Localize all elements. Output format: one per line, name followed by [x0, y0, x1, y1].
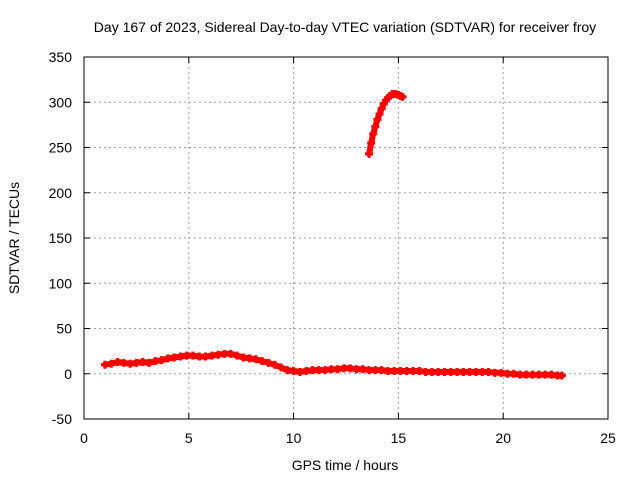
- data-point: [557, 371, 566, 380]
- x-axis-label: GPS time / hours: [292, 457, 399, 473]
- ticks: 0 5 10 15 20 25 -50 0 50 100 150 200 250 300 350: [49, 49, 616, 446]
- series-1: [365, 90, 407, 158]
- data-point: [270, 360, 279, 369]
- y-tick-label: 250: [49, 140, 73, 156]
- x-tick-label: 25: [600, 430, 616, 446]
- y-tick-label: 350: [49, 49, 73, 65]
- data-point: [277, 363, 286, 372]
- y-tick-label: 200: [49, 185, 73, 201]
- data-point: [375, 110, 384, 119]
- y-tick-label: 50: [56, 321, 72, 337]
- data-point: [144, 358, 153, 367]
- x-tick-label: 5: [185, 430, 193, 446]
- data-point: [157, 356, 166, 365]
- data-point: [369, 129, 378, 138]
- grid: [84, 57, 608, 419]
- y-tick-label: 100: [49, 275, 73, 291]
- series-0: [100, 349, 566, 380]
- data-point: [264, 358, 273, 367]
- x-tick-label: 20: [495, 430, 511, 446]
- data-point: [251, 355, 260, 364]
- y-tick-label: 300: [49, 94, 73, 110]
- y-tick-label: -50: [52, 411, 72, 427]
- data-point: [107, 359, 116, 368]
- data-point: [371, 122, 380, 131]
- data-point: [233, 351, 242, 360]
- y-tick-label: 150: [49, 230, 73, 246]
- x-tick-label: 15: [391, 430, 407, 446]
- x-tick-label: 0: [80, 430, 88, 446]
- data-point: [377, 104, 386, 113]
- chart-title: Day 167 of 2023, Sidereal Day-to-day VTE…: [94, 19, 596, 35]
- y-axis-label: SDTVAR / TECUs: [6, 182, 22, 294]
- data-point: [226, 349, 235, 358]
- data-point: [367, 138, 376, 147]
- data-point: [398, 92, 407, 101]
- y-tick-label: 0: [64, 366, 72, 382]
- data-layer: [100, 90, 566, 380]
- data-point: [365, 149, 374, 158]
- data-point: [373, 115, 382, 124]
- data-point: [258, 357, 267, 366]
- x-tick-label: 10: [286, 430, 302, 446]
